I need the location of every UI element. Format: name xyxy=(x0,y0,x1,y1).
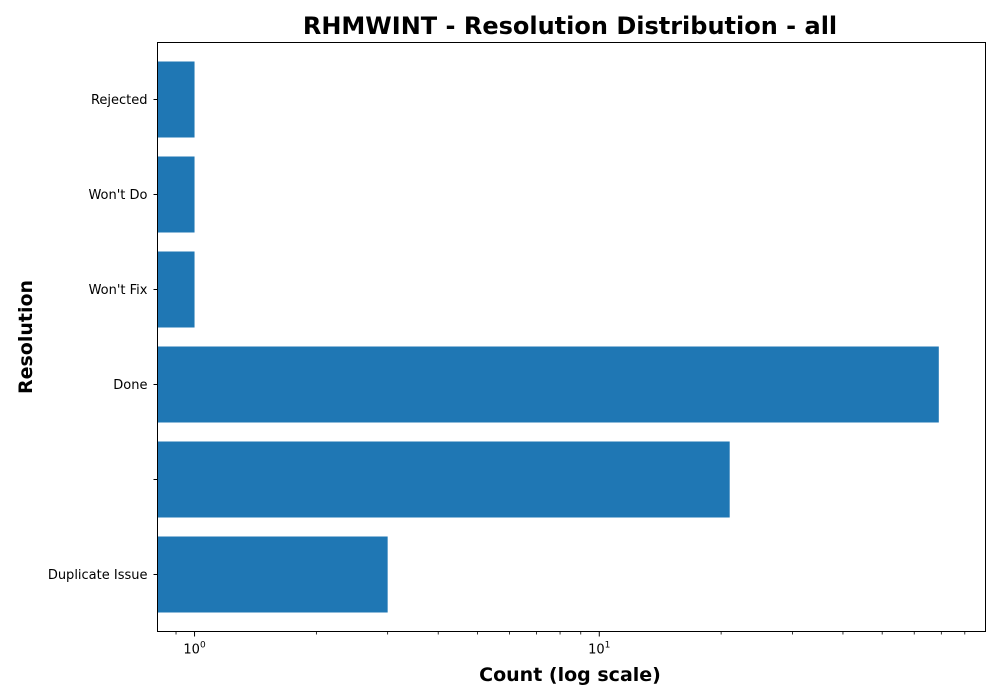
y-axis-label: Resolution xyxy=(15,280,37,394)
bar-won-t-do xyxy=(157,156,195,233)
x-tick-label: 100 xyxy=(183,641,206,658)
x-axis: 100 101 xyxy=(175,631,966,658)
y-tick-label-rejected: Rejected xyxy=(91,93,148,108)
bar-done xyxy=(157,346,939,423)
bar-won-t-fix xyxy=(157,251,195,328)
y-tick-label-done: Done xyxy=(113,378,147,393)
bar-rejected xyxy=(157,61,195,138)
chart-title: RHMWINT - Resolution Distribution - all xyxy=(303,12,837,40)
bar-duplicate-issue xyxy=(157,536,388,613)
bar-unnamed-1 xyxy=(157,441,730,518)
bars-layer xyxy=(157,61,939,613)
y-tick-label-won-t-fix: Won't Fix xyxy=(89,283,148,298)
y-axis: Duplicate Issue Done Won't Fix Won't Do Reje… xyxy=(48,93,158,583)
x-tick-label: 101 xyxy=(588,641,610,658)
y-tick-label-won-t-do: Won't Do xyxy=(88,188,147,203)
plot-frame xyxy=(157,42,986,632)
y-tick-label-duplicate-issue: Duplicate Issue xyxy=(48,568,148,583)
x-axis-label: Count (log scale) xyxy=(479,664,661,686)
